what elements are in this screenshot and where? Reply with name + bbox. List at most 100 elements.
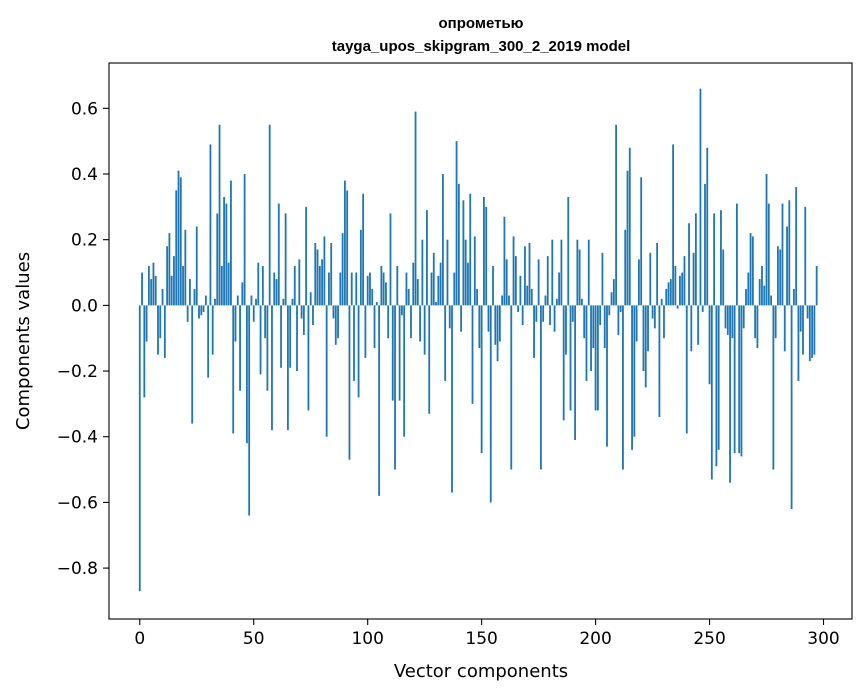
bar-20 [184, 229, 187, 306]
bar-93 [350, 272, 353, 306]
bar-224 [649, 252, 652, 306]
bar-123 [419, 305, 422, 342]
bar-214 [626, 170, 629, 306]
bar-84 [330, 242, 333, 306]
bar-119 [410, 305, 412, 339]
bar-200 [594, 305, 597, 411]
bar-73 [305, 206, 308, 306]
bar-14 [170, 275, 173, 306]
bar-158 [498, 305, 501, 342]
bars-group [138, 88, 818, 592]
chart-title: опрометью [439, 15, 524, 32]
bar-169 [524, 246, 526, 306]
y-tick-label: 0.6 [71, 99, 98, 119]
bar-192 [576, 239, 579, 306]
bar-137 [451, 305, 453, 493]
y-tick-label: −0.2 [57, 362, 98, 382]
bar-290 [799, 305, 802, 332]
bar-114 [398, 305, 401, 401]
bar-9 [159, 305, 162, 339]
bar-242 [690, 305, 693, 352]
bar-19 [182, 265, 184, 306]
bar-132 [439, 262, 442, 306]
bar-35 [218, 124, 221, 306]
y-tick-label: −0.4 [57, 428, 98, 448]
bar-234 [672, 144, 674, 306]
bar-157 [496, 305, 499, 362]
bar-72 [302, 305, 305, 335]
x-tick-label: 300 [807, 629, 839, 649]
y-axis-label: Components values [13, 252, 34, 430]
bar-2 [143, 305, 146, 398]
bar-47 [245, 305, 248, 444]
bar-131 [437, 275, 440, 306]
bar-171 [528, 242, 531, 306]
bar-255 [720, 210, 722, 306]
bar-170 [526, 285, 529, 306]
bar-221 [642, 305, 645, 372]
bar-23 [191, 305, 194, 424]
bar-139 [455, 141, 458, 306]
bar-89 [341, 233, 344, 306]
bar-162 [508, 295, 510, 306]
bar-215 [628, 147, 631, 306]
bar-190 [571, 305, 574, 322]
bar-110 [389, 213, 392, 306]
bar-244 [694, 213, 697, 306]
bar-185 [560, 239, 563, 306]
bar-136 [448, 305, 451, 329]
bar-293 [806, 305, 809, 319]
bar-263 [738, 305, 741, 454]
bar-108 [385, 282, 387, 306]
bar-124 [421, 239, 424, 306]
bar-232 [667, 282, 670, 306]
bar-270 [754, 305, 757, 339]
bar-237 [679, 275, 681, 306]
y-tick-label: −0.8 [57, 559, 98, 579]
bar-18 [179, 177, 182, 306]
bar-219 [637, 259, 640, 306]
bar-265 [742, 305, 745, 329]
bar-135 [446, 239, 449, 306]
bar-243 [692, 252, 695, 306]
bar-27 [200, 305, 203, 316]
bar-253 [715, 305, 718, 467]
bar-25 [195, 226, 198, 306]
bar-128 [430, 272, 433, 306]
bar-212 [622, 305, 624, 470]
bar-199 [592, 305, 595, 349]
y-axis-ticks: −0.8 −0.6 −0.4 −0.2 0.0 0.2 0.4 0.6 [57, 99, 109, 579]
bar-69 [296, 305, 298, 372]
bar-209 [615, 124, 618, 306]
bar-34 [216, 213, 219, 306]
bar-127 [428, 305, 431, 414]
bar-21 [186, 305, 189, 322]
bar-247 [701, 305, 704, 312]
bar-159 [501, 295, 504, 306]
bar-78 [316, 249, 319, 306]
bar-133 [441, 174, 444, 306]
x-tick-label: 200 [579, 629, 611, 649]
bar-191 [574, 305, 576, 441]
bar-180 [549, 305, 551, 326]
bar-150 [480, 305, 483, 454]
bar-88 [339, 272, 342, 306]
bar-116 [403, 305, 406, 437]
bar-105 [378, 305, 380, 496]
bar-296 [813, 305, 816, 355]
bar-241 [688, 223, 690, 306]
bar-289 [797, 305, 800, 381]
bar-259 [729, 305, 731, 483]
bar-67 [291, 298, 294, 306]
bar-297 [815, 265, 818, 306]
bar-95 [355, 272, 358, 306]
bar-79 [318, 265, 321, 306]
bar-282 [781, 203, 784, 306]
bar-160 [503, 216, 506, 306]
bar-181 [551, 239, 554, 306]
bar-45 [241, 282, 244, 306]
y-tick-label: 0.2 [71, 231, 98, 251]
bar-138 [453, 272, 456, 306]
bar-49 [250, 295, 253, 306]
bar-37 [223, 196, 225, 306]
